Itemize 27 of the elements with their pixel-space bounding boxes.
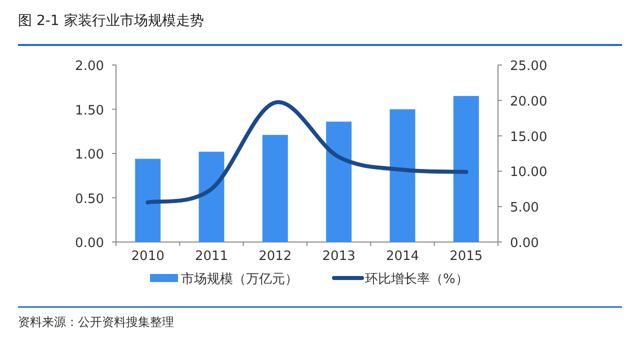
x-tick-label: 2014: [386, 249, 420, 264]
bar: [453, 96, 479, 242]
y-tick-label: 1.50: [75, 103, 104, 118]
legend-label: 环比增长率（%）: [365, 271, 468, 287]
y-tick-label: 0.00: [75, 236, 104, 251]
y2-tick-label: 25.00: [510, 59, 548, 74]
y2-tick-label: 0.00: [510, 236, 539, 251]
y2-tick-label: 15.00: [510, 130, 548, 145]
chart-title: 图 2-1 家装行业市场规模走势: [18, 13, 204, 29]
x-tick-label: 2013: [322, 249, 356, 264]
y2-tick-label: 10.00: [510, 165, 548, 180]
legend-label: 市场规模（万亿元）: [181, 272, 298, 287]
bar: [135, 158, 161, 242]
y2-tick-label: 20.00: [510, 94, 548, 110]
bar: [326, 122, 352, 242]
y-tick-label: 1.00: [75, 148, 104, 162]
x-tick-label: 2012: [258, 249, 292, 264]
x-tick-label: 2011: [194, 249, 228, 264]
x-tick-label: 2015: [450, 249, 483, 264]
y-tick-label: 2.00: [75, 59, 104, 74]
bar: [198, 152, 224, 242]
x-tick-label: 2010: [131, 249, 164, 264]
y-tick-label: 0.50: [75, 192, 104, 207]
bar: [390, 109, 416, 242]
y2-tick-label: 5.00: [510, 200, 539, 216]
bar: [262, 134, 288, 242]
text: 资料来源：公开资料搜集整理: [18, 315, 174, 329]
